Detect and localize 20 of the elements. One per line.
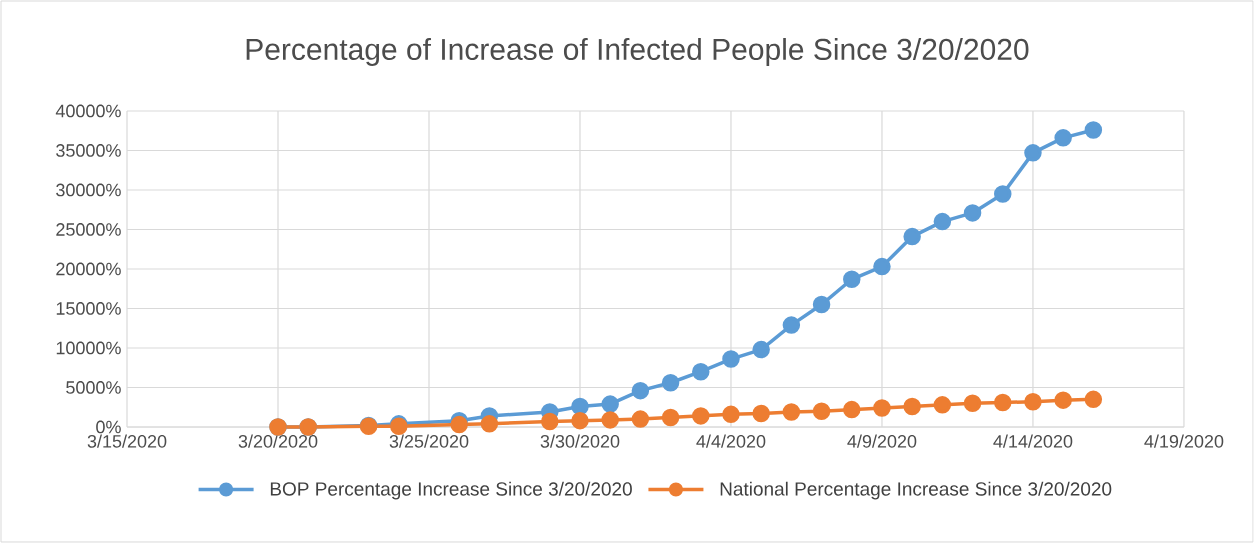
- legend-label: National Percentage Increase Since 3/20/2020: [720, 481, 1112, 500]
- chart-title: Percentage of Increase of Infected People Since 3/20/2020: [246, 38, 1029, 66]
- y-tick-label: 25000%: [56, 223, 121, 236]
- legend-label: BOP Percentage Increase Since 3/20/2020: [270, 481, 632, 500]
- y-tick-label: 15000%: [56, 302, 121, 315]
- x-tick-label: 4/9/2020: [847, 434, 917, 448]
- x-tick-label: 4/4/2020: [696, 434, 766, 448]
- y-tick-label: 5000%: [66, 381, 121, 394]
- y-tick-label: 35000%: [56, 144, 121, 157]
- x-tick-label: 3/15/2020: [87, 434, 167, 448]
- y-tick-label: 40000%: [55, 104, 121, 118]
- x-tick-label: 3/20/2020: [238, 434, 318, 448]
- x-tick-label: 4/14/2020: [993, 434, 1073, 448]
- y-tick-label: 20000%: [56, 262, 121, 276]
- y-tick-label: 0%: [96, 420, 121, 434]
- y-tick-label: 30000%: [56, 183, 121, 197]
- x-tick-label: 4/19/2020: [1144, 434, 1224, 448]
- y-tick-label: 10000%: [56, 341, 121, 355]
- x-tick-label: 3/25/2020: [389, 434, 469, 448]
- x-tick-label: 3/30/2020: [540, 434, 620, 448]
